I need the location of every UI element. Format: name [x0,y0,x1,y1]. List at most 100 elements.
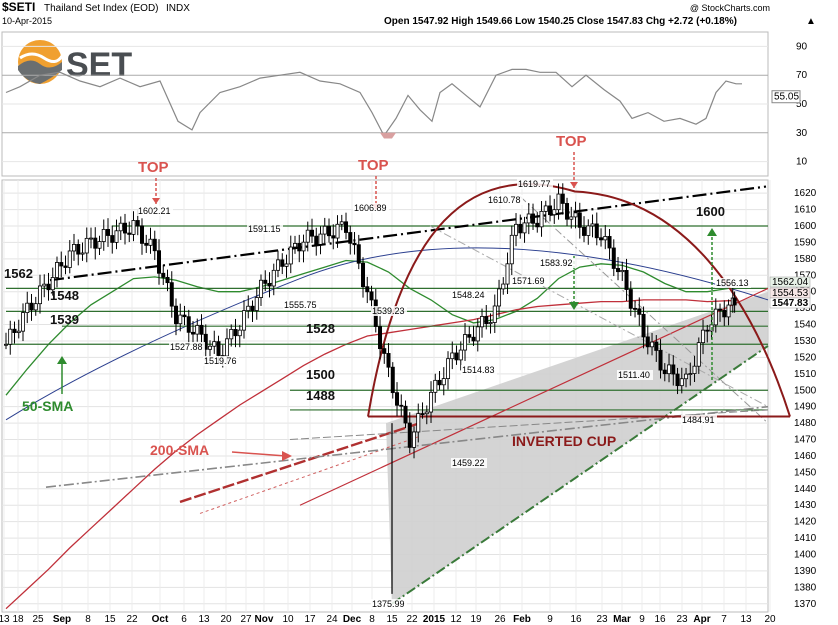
candle-body [131,220,136,235]
level-label: 1548 [50,288,79,303]
candle-body [441,378,446,386]
candle-body [467,334,472,338]
candle-body [237,329,242,337]
candle-body [135,220,140,227]
logo-stripe-icon [19,52,64,63]
price-tick-label: 1520 [794,352,817,363]
candle-body [123,222,128,234]
candle-body [407,422,412,448]
x-axis-label: 15 [104,614,116,625]
candle-body [514,223,519,236]
candle-body [390,366,395,394]
sma200-label: 200-SMA [150,442,209,458]
candle-body [12,328,17,333]
axis-layer: 1620161016001590158015701560155015401530… [0,41,817,625]
candle-body [199,325,204,335]
price-panel-frame [1,179,769,613]
top-arrow-head-icon [570,182,578,188]
candle-body [178,314,183,325]
x-axis-label: Sep [53,614,71,625]
price-callout-bg [461,365,497,375]
price-tick-label: 1510 [794,369,817,380]
candle-body [76,243,81,255]
x-axis-label: 22 [126,614,138,625]
candle-body [59,262,64,267]
candle-body [322,225,327,235]
candle-body [339,221,344,225]
x-axis-label: 22 [406,614,418,625]
last-value-box [769,297,811,309]
price-callout-bg [517,179,553,189]
rsi-line [5,68,742,137]
price-callout-bg [539,258,575,268]
candle-body [38,285,43,305]
x-axis-label: 27 [240,614,252,625]
candle-body [616,268,621,273]
candle-body [110,235,115,243]
candle-body [475,326,480,342]
price-tick-label: 1490 [794,402,817,413]
x-axis-label: 9 [639,614,645,625]
candle-body [356,244,361,264]
x-axis-label: 7 [721,614,727,625]
candle-body [182,314,187,318]
candle-body [535,222,540,228]
level-label: 1528 [306,321,335,336]
candle-body [654,341,659,351]
candle-body [560,193,565,204]
candle-body [8,328,13,345]
price-callout: 1548.24 [452,290,485,300]
x-axis-label: Mar [613,614,631,625]
x-axis-label: 10 [282,614,294,625]
price-tick-label: 1400 [794,550,817,561]
candle-body [301,241,306,252]
candle-body [399,404,404,407]
candle-body [97,241,102,249]
line-layer [5,183,791,610]
candle-body [310,229,315,237]
rsi-value-label: 55.05 [774,92,799,103]
price-callout-bg [487,195,523,205]
x-axis-label: Apr [693,614,710,625]
candle-body [101,228,106,242]
candle-body [212,341,217,347]
candle-body [233,329,238,337]
logo-wave-icon [18,60,62,84]
price-callout-bg [247,224,283,234]
rsi-layer [2,45,768,163]
candle-body [688,373,693,375]
price-tick-label: 1430 [794,500,817,511]
candle-body [590,223,595,227]
candle-body [552,209,557,216]
price-tick-label: 1530 [794,336,817,347]
candle-body [280,259,285,267]
candle-body [641,313,646,338]
sma200-arrow-line [231,451,287,457]
candle-body [21,312,26,332]
credit-label: @ StockCharts.com [690,3,770,13]
candle-body [161,272,166,278]
candle-body [29,302,34,311]
candle-body [46,283,51,291]
x-axis-label: Dec [343,614,362,625]
price-tick-label: 1470 [794,435,817,446]
blue-average-line [5,247,769,421]
candle-body [67,250,72,268]
sma50-line [5,259,735,396]
x-axis-label: 19 [470,614,482,625]
price-tick-label: 1410 [794,533,817,544]
candle-body [297,243,302,252]
price-callout: 1583.92 [540,258,573,268]
x-axis-label: 26 [494,614,506,625]
rsi-tick-label: 50 [796,99,808,110]
candle-body [344,221,349,233]
candle-body [637,308,642,315]
x-axis-label: 18 [12,614,24,625]
candle-body [114,230,119,243]
candle-body [505,263,510,285]
candle-body [250,305,255,311]
price-tick-label: 1590 [794,237,817,248]
candle-body [118,222,123,232]
candle-body [216,341,221,356]
candle-body [603,236,608,241]
